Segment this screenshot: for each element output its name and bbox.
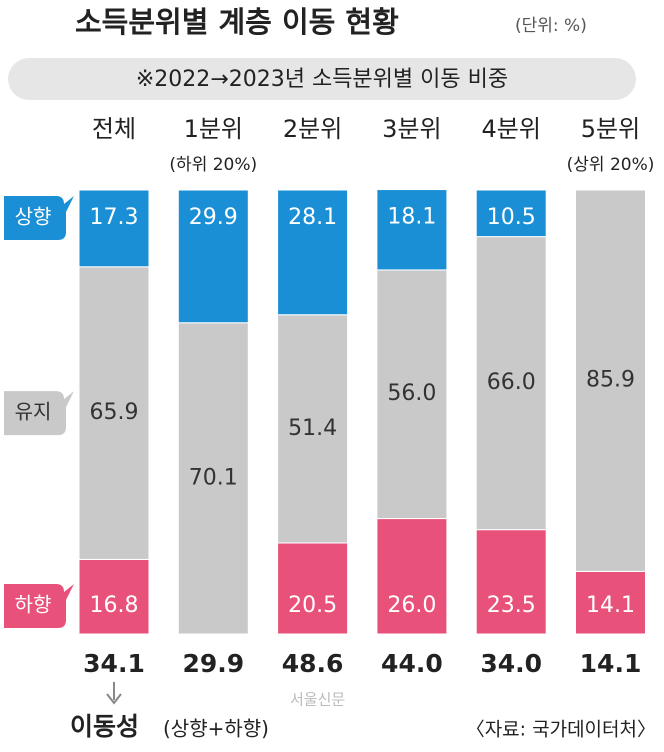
bar-segment [78,558,150,635]
legend-tag [4,584,74,628]
value-label: 10.5 [487,205,536,230]
unit: (단위: %) [515,16,587,36]
value-label: 51.4 [288,416,337,441]
value-label: 56.0 [387,381,436,406]
mobility-note: (상향+하향) [163,717,269,741]
subtitle-pill [8,58,636,100]
bar-segment [475,236,547,531]
value-label: 65.9 [90,400,139,425]
legend-tag [4,391,74,436]
bar-segment [575,570,646,635]
chart-title: 소득분위별 계층 이동 현황 [75,5,399,39]
x-tick-label: 2분위 [283,115,342,143]
legend-tag [4,196,74,240]
arrow [106,682,122,705]
mobility-value: 34.0 [480,649,542,678]
bar-segment [376,518,448,635]
x-tick-label: 전체 [92,115,136,143]
bar-segment [78,189,150,268]
bar-segment [376,189,448,271]
bar-segment [177,322,249,635]
mobility-value: 44.0 [381,649,443,678]
bar-segment [277,314,349,544]
value-label: 23.5 [487,593,536,618]
value-label: 14.1 [586,593,635,618]
category-note: (상위 20%) [567,155,655,175]
value-label: 26.0 [387,593,436,618]
x-tick-label: 5분위 [581,115,640,143]
value-label: 85.9 [586,368,635,393]
bar-segment [575,189,646,572]
bar-segment [177,189,249,324]
value-label: 66.0 [487,370,536,395]
bar-segment [78,266,150,560]
value-label: 18.1 [387,205,436,230]
mobility-value: 48.6 [282,649,344,678]
value-label: 17.3 [90,205,139,230]
value-label: 16.8 [90,593,139,618]
mobility-label: 이동성 [70,712,139,741]
source: 〈자료: 국가데이터처〉 [466,719,656,741]
legend-label: 유지 [15,400,52,424]
bar-segment [376,269,448,520]
mobility-value: 29.9 [182,649,244,678]
value-label: 20.5 [288,593,337,618]
x-tick-label: 3분위 [382,115,441,143]
mobility-value: 34.1 [83,649,145,678]
legend-label: 하향 [15,593,52,617]
x-tick-label: 1분위 [184,115,243,143]
mobility-value: 14.1 [580,649,642,678]
value-label: 28.1 [288,205,337,230]
category-note: (하위 20%) [169,155,257,175]
value-label: 29.9 [189,205,238,230]
bar-segment [277,542,349,635]
legend-label: 상향 [15,205,52,229]
value-label: 70.1 [189,465,238,490]
bar-segment [475,529,547,635]
watermark: 서울신문 [290,691,345,709]
bar-segment [277,189,349,316]
subtitle: ※2022→2023년 소득분위별 이동 비중 [136,67,508,92]
bar-segment [475,189,547,238]
x-tick-label: 4분위 [481,115,540,143]
